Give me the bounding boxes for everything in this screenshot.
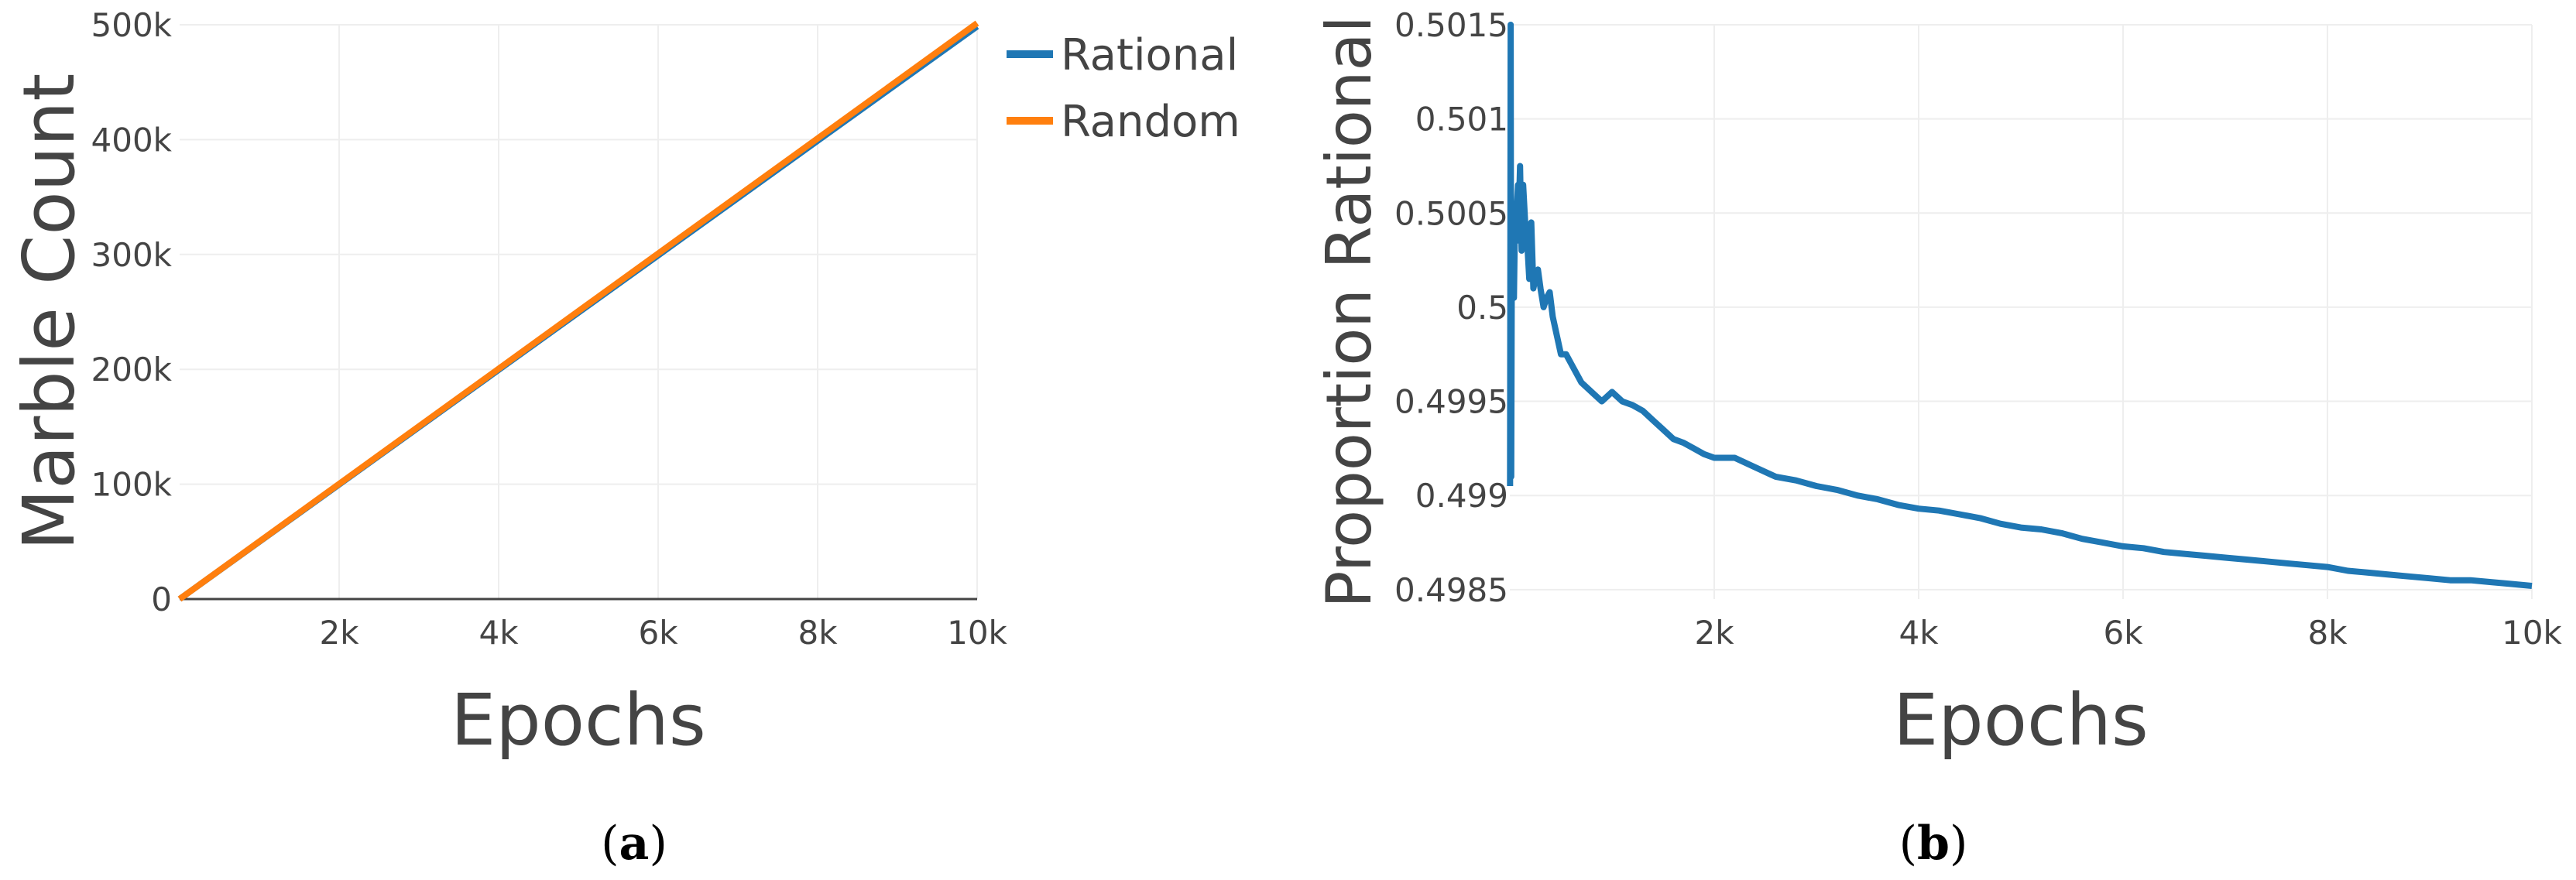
panel-a-chart: 2k 4k 6k 8k 10k 0 100k 200k 300k 400k 500k Epochs Ma…: [8, 6, 1240, 871]
y-tick-label: 500k: [91, 6, 173, 44]
y-tick-label: 100k: [91, 466, 173, 504]
y-tick-label: 200k: [91, 351, 173, 389]
y-tick-label: 0.4995: [1394, 383, 1508, 421]
x-tick-label: 4k: [478, 614, 519, 652]
y-tick-label: 0.499: [1415, 477, 1508, 515]
y-tick-label: 0.501: [1415, 101, 1508, 139]
y-tick-label: 0: [151, 580, 172, 618]
y-tick-label: 400k: [91, 121, 173, 159]
x-tick-label: 2k: [319, 614, 359, 652]
y-tick-label: 0.4985: [1394, 571, 1508, 609]
y-axis-title: Proportion Rational: [1313, 15, 1385, 608]
panel-b-chart: 2k 4k 6k 8k 10k 0.4985 0.499 0.4995 0.5 0.5005 0.5…: [1313, 6, 2563, 871]
y-axis-title: Marble Count: [8, 74, 91, 551]
series-line-random: [177, 20, 979, 602]
panel-caption: (a): [601, 817, 667, 871]
x-tick-label: 6k: [638, 614, 678, 652]
y-tick-label: 300k: [91, 236, 173, 274]
series-line-0: [1507, 22, 2533, 589]
x-tick-label: 6k: [2103, 614, 2143, 652]
panel-caption: (b): [1899, 817, 1968, 871]
x-axis-title: Epochs: [451, 679, 706, 762]
x-tick-label: 4k: [1899, 614, 1939, 652]
x-tick-label: 10k: [947, 614, 1007, 652]
x-tick-label: 2k: [1694, 614, 1734, 652]
legend-label: Rational: [1061, 30, 1238, 80]
y-tick-label: 0.5005: [1394, 194, 1508, 232]
y-tick-label: 0.5: [1456, 289, 1508, 327]
y-tick-label: 0.5015: [1394, 6, 1508, 44]
legend-label: Random: [1061, 97, 1240, 147]
x-tick-label: 8k: [2307, 614, 2348, 652]
x-axis-title: Epochs: [1893, 679, 2149, 762]
x-tick-label: 8k: [797, 614, 838, 652]
x-tick-label: 10k: [2502, 614, 2562, 652]
